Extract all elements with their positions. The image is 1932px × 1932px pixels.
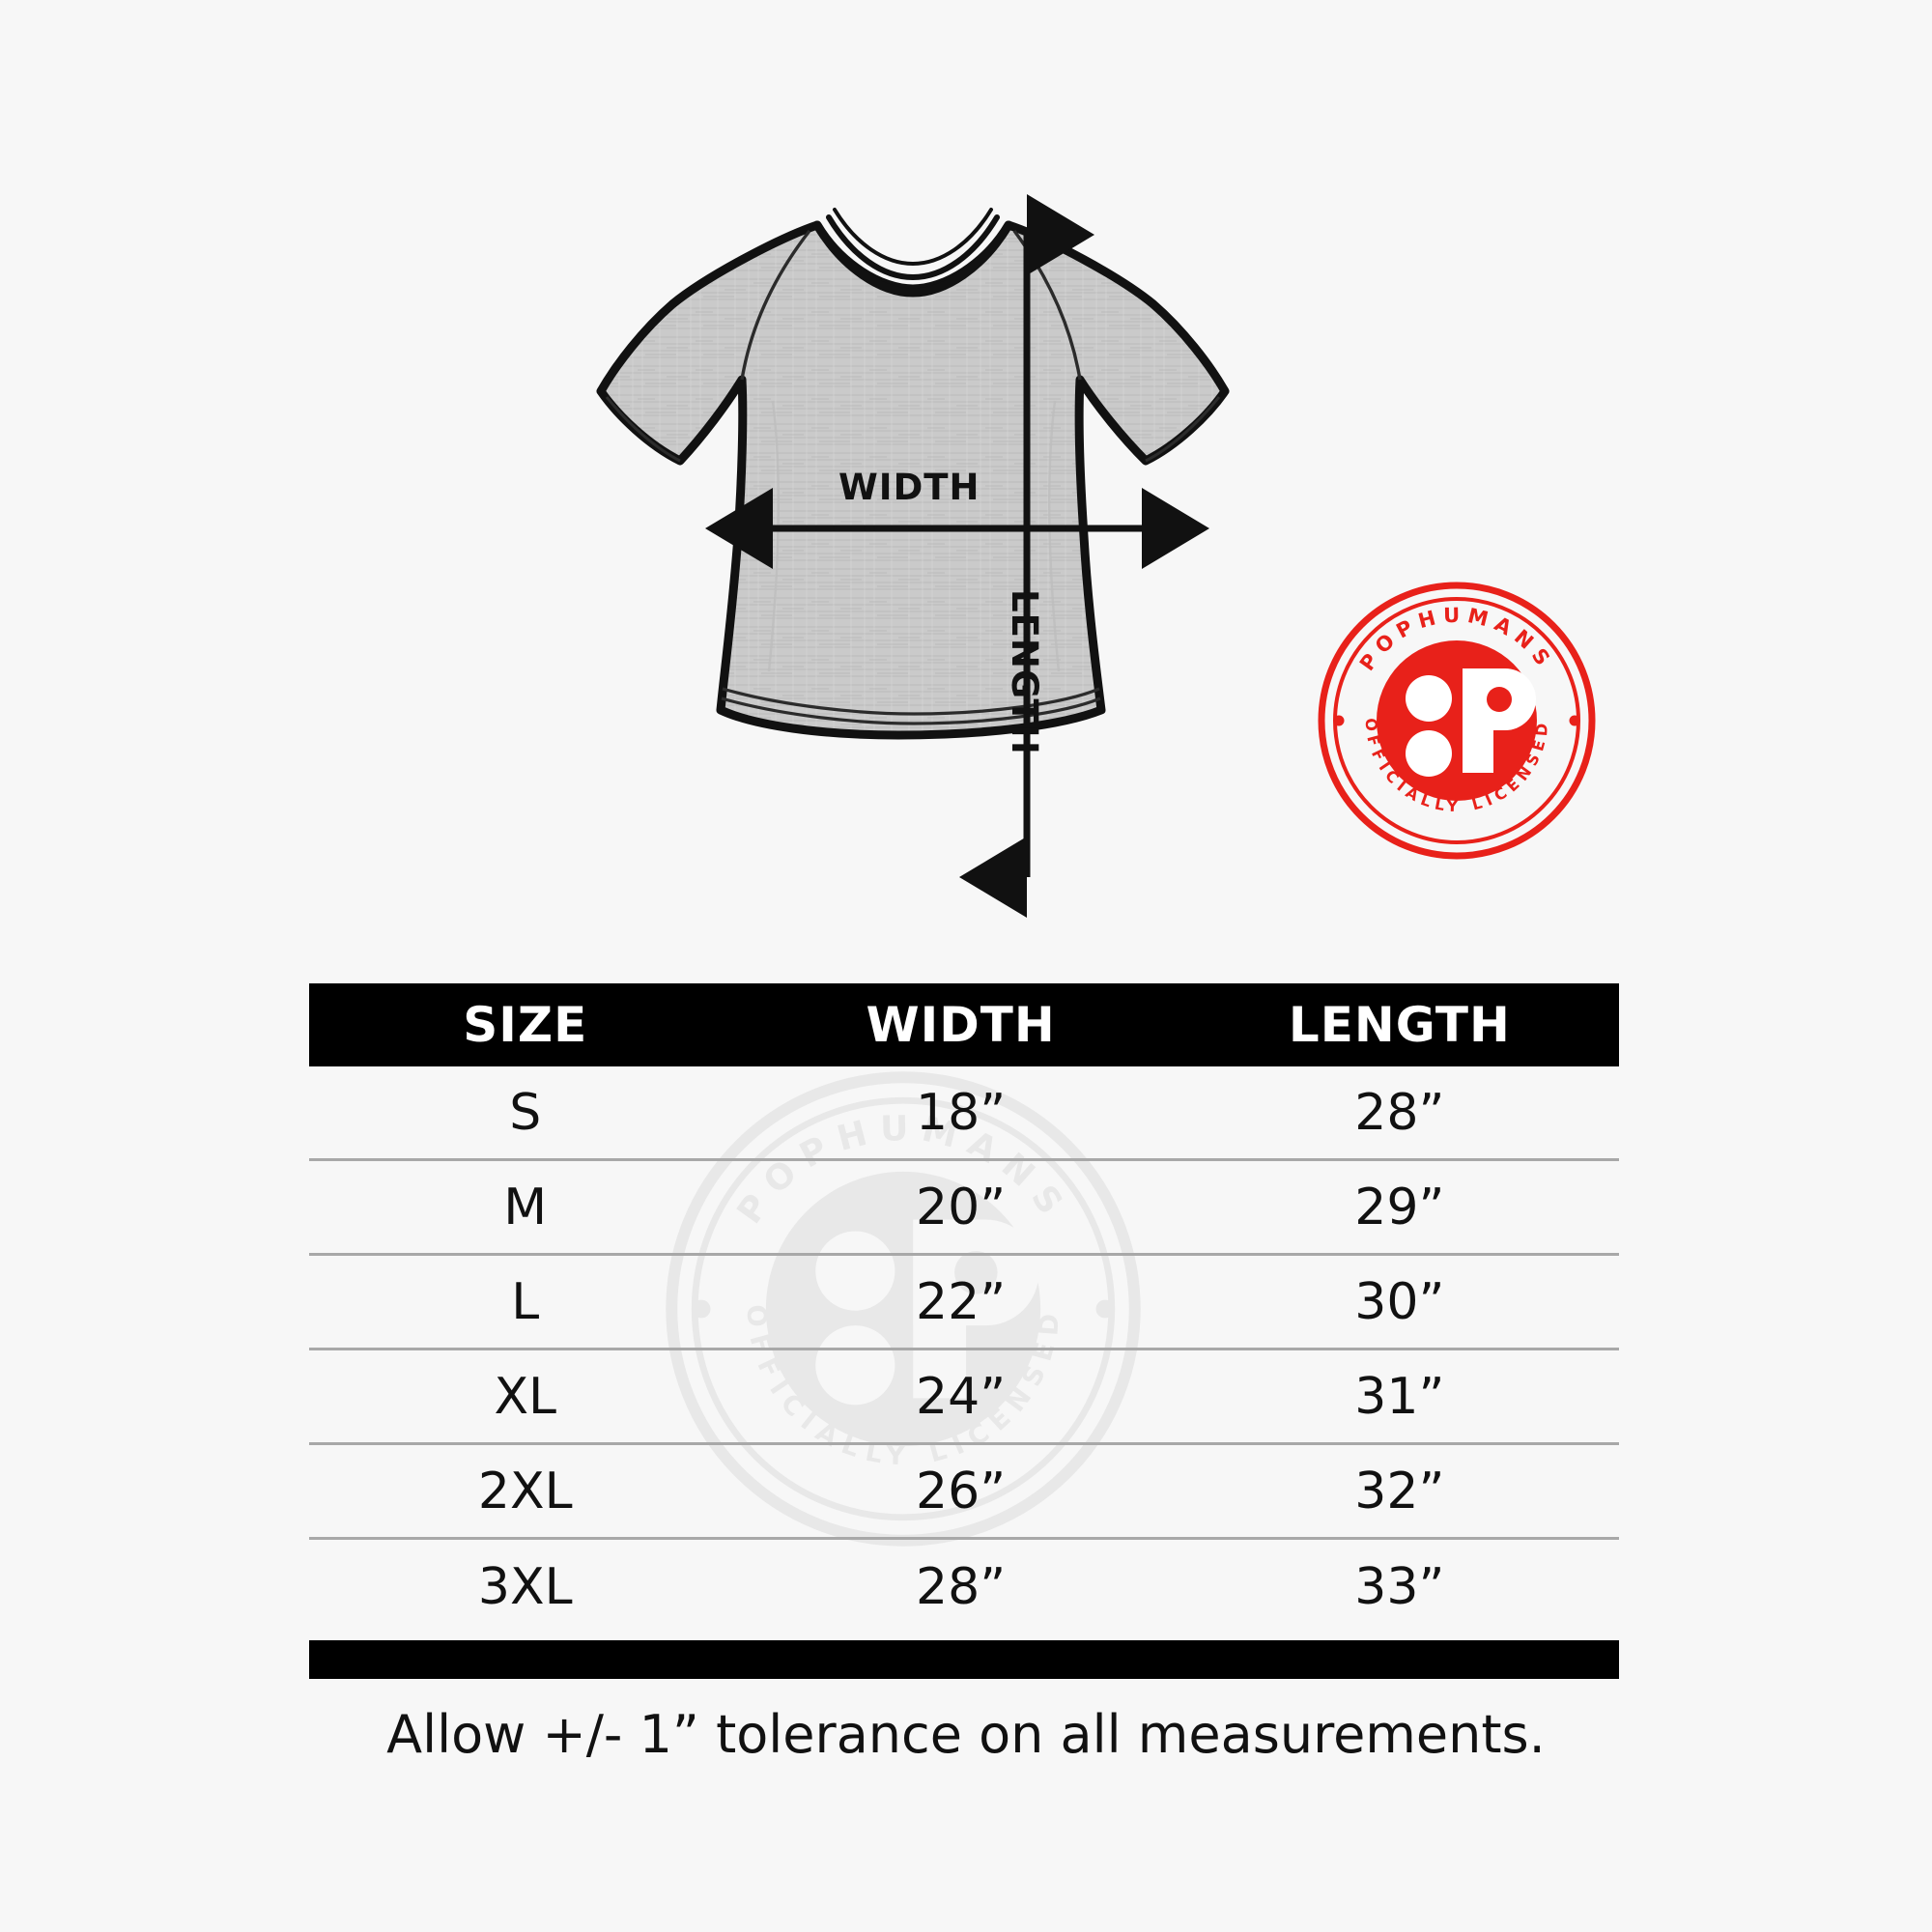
table-footer-bar: [309, 1640, 1619, 1679]
table-body: S 18” 28” M 20” 29” L 22” 30” XL 24” 31”…: [309, 1066, 1619, 1634]
table-row: 3XL 28” 33”: [309, 1540, 1619, 1634]
table-row: 2XL 26” 32”: [309, 1445, 1619, 1540]
table-row: S 18” 28”: [309, 1066, 1619, 1161]
badge-dot-upper: [1406, 675, 1452, 722]
cell-width: 22”: [916, 1272, 1007, 1331]
cell-length: 31”: [1354, 1367, 1445, 1426]
sleeve-hems: [605, 396, 1221, 463]
table-header-row: SIZE WIDTH LENGTH: [309, 983, 1619, 1066]
cell-size: 3XL: [477, 1558, 573, 1616]
badge-side-dot-left: [1333, 715, 1345, 726]
badge-letter-p: [1463, 668, 1536, 773]
table-row: M 20” 29”: [309, 1161, 1619, 1256]
cell-size: S: [509, 1083, 542, 1142]
cell-length: 28”: [1354, 1083, 1445, 1142]
header-cell-size: SIZE: [463, 997, 588, 1053]
table-row: L 22” 30”: [309, 1256, 1619, 1350]
t-shirt-illustration: [580, 188, 1352, 923]
cell-length: 30”: [1354, 1272, 1445, 1331]
cell-width: 28”: [916, 1558, 1007, 1616]
length-measure-label: LENGTH: [1004, 589, 1045, 755]
cell-size: L: [511, 1272, 540, 1331]
cell-length: 29”: [1354, 1178, 1445, 1236]
tolerance-note: Allow +/- 1” tolerance on all measuremen…: [386, 1704, 1546, 1765]
size-chart-table: SIZE WIDTH LENGTH S 18” 28” M 20” 29” L …: [309, 983, 1619, 1679]
header-cell-width: WIDTH: [866, 997, 1056, 1053]
pophumans-logo-badge: POPHUMANS OFFICIALLY LICENSED: [1316, 580, 1598, 862]
width-measure-label: WIDTH: [838, 467, 980, 508]
cell-size: M: [503, 1178, 548, 1236]
badge-dot-lower: [1406, 730, 1452, 777]
cell-length: 32”: [1354, 1462, 1445, 1520]
cell-size: XL: [494, 1367, 557, 1426]
cell-size: 2XL: [477, 1462, 573, 1520]
cell-width: 24”: [916, 1367, 1007, 1426]
cell-width: 18”: [916, 1083, 1007, 1142]
badge-side-dot-right: [1569, 715, 1580, 726]
cell-width: 20”: [916, 1178, 1007, 1236]
header-cell-length: LENGTH: [1288, 997, 1511, 1053]
badge-outer-ring: [1318, 582, 1596, 860]
cell-length: 33”: [1354, 1558, 1445, 1616]
table-row: XL 24” 31”: [309, 1350, 1619, 1445]
cell-width: 26”: [916, 1462, 1007, 1520]
